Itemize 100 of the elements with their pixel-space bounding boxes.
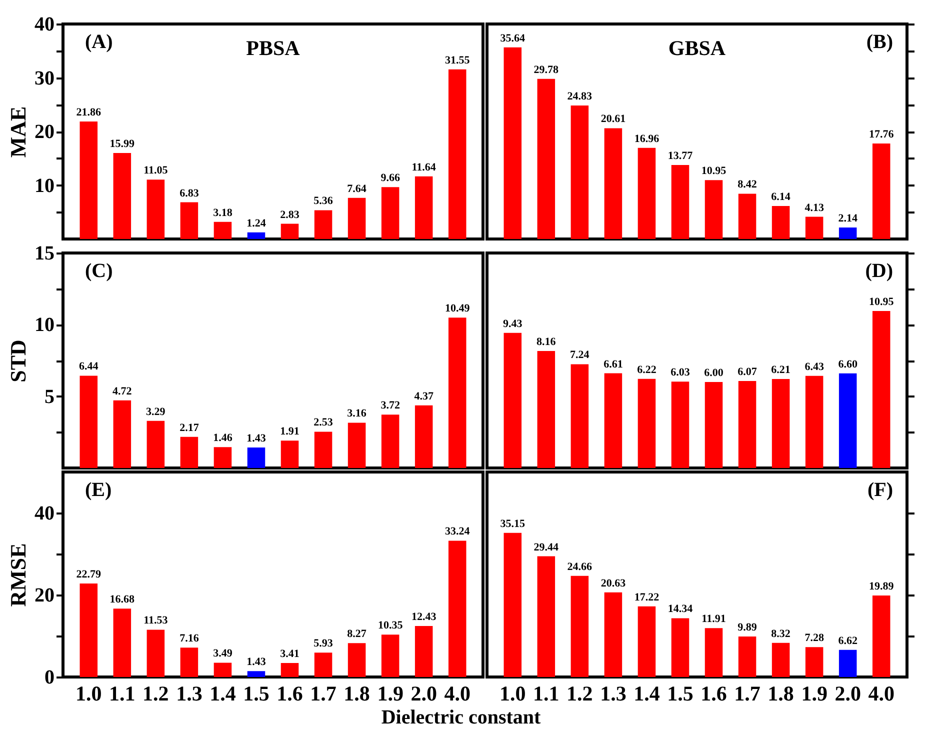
x-tick-label: 1.2: [142, 682, 169, 706]
x-tick-label: 1.3: [600, 682, 626, 706]
x-tick-label: 4.0: [868, 682, 894, 706]
y-tick-label: 10: [34, 314, 54, 336]
x-tick-label: 1.0: [76, 682, 102, 706]
bar: [805, 376, 824, 468]
data-label: 16.68: [110, 594, 136, 606]
y-tick-label: 10: [34, 174, 54, 197]
bar: [381, 634, 400, 677]
data-label: 6.07: [738, 366, 758, 378]
bar: [280, 440, 299, 468]
bar: [280, 224, 299, 239]
data-label: 20.63: [600, 577, 626, 590]
data-label: 3.16: [347, 408, 367, 420]
data-label: 6.00: [704, 367, 724, 379]
data-label: 8.32: [771, 628, 791, 640]
x-tick-label: 1.5: [243, 682, 270, 706]
x-tick-label: 1.0: [500, 682, 526, 706]
annotation: (D): [865, 260, 893, 282]
x-tick-label: 1.5: [667, 682, 694, 706]
x-tick-label: 1.9: [377, 682, 404, 706]
data-label: 6.61: [604, 358, 623, 370]
y-axis-title: STD: [6, 340, 30, 382]
bar: [280, 663, 299, 677]
data-label: 5.36: [314, 195, 334, 208]
bar: [604, 373, 622, 468]
bar: [537, 78, 556, 239]
bar: [738, 380, 756, 468]
data-label: 2.53: [314, 416, 334, 429]
bar: [113, 608, 132, 677]
data-label: 3.49: [213, 648, 233, 660]
data-label: 17.22: [634, 591, 660, 604]
data-label: 22.79: [76, 568, 102, 581]
data-label: 1.46: [213, 432, 233, 444]
data-label: 4.72: [112, 385, 132, 398]
x-tick-label: 2.0: [834, 682, 861, 706]
y-tick-label: 15: [34, 242, 54, 264]
data-label: 6.14: [771, 190, 791, 203]
data-label: 10.35: [378, 620, 404, 632]
bar: [504, 332, 522, 468]
bar: [214, 662, 232, 677]
data-label: 9.43: [503, 318, 523, 330]
text: GBSA: [668, 36, 726, 60]
data-label: 10.95: [868, 296, 894, 308]
bar: [738, 636, 756, 677]
data-label: 5.93: [314, 638, 334, 650]
bar: [805, 647, 824, 677]
bar: [638, 148, 656, 239]
y-tick-label: 20: [34, 584, 54, 606]
data-label: 11.91: [702, 613, 726, 626]
text: PBSA: [246, 36, 301, 60]
annotation: (F): [867, 479, 893, 501]
data-label: 20.61: [600, 113, 626, 126]
bar: [604, 128, 622, 239]
bar: [704, 180, 723, 239]
bar: [381, 414, 400, 468]
data-label: 9.89: [738, 621, 758, 634]
data-label: 29.44: [534, 541, 560, 554]
data-label: 16.96: [634, 132, 660, 145]
data-label: 3.41: [280, 648, 300, 660]
x-tick-label: 1.3: [176, 682, 202, 706]
annotation: (E): [85, 479, 112, 501]
data-label: 10.49: [444, 302, 470, 315]
x-tick-label: 1.9: [801, 682, 828, 706]
data-label: 6.22: [637, 364, 657, 376]
bar: [671, 164, 690, 239]
data-label: 7.64: [347, 182, 367, 195]
data-label: 24.83: [567, 90, 593, 103]
bar: [504, 47, 522, 239]
data-label: 35.64: [500, 32, 526, 44]
data-label: 6.21: [771, 364, 790, 376]
x-tick-label: 1.8: [344, 682, 370, 706]
bar: [80, 376, 98, 468]
bar: [80, 122, 98, 239]
bar: [180, 202, 198, 239]
data-label: 11.05: [144, 164, 168, 177]
data-label: 1.43: [246, 656, 266, 668]
bar: [570, 576, 589, 677]
bar: [838, 228, 857, 239]
bar: [537, 351, 556, 468]
data-label: 2.14: [838, 212, 858, 224]
data-label: 1.91: [280, 426, 300, 438]
x-tick-label: 1.1: [109, 682, 136, 706]
bar: [872, 311, 890, 468]
bar: [704, 628, 723, 677]
data-label: 4.13: [804, 202, 824, 214]
bar: [671, 618, 690, 677]
x-tick-label: 1.7: [310, 682, 336, 706]
bar: [214, 222, 232, 239]
bar: [772, 642, 790, 677]
x-tick-label: 1.4: [210, 682, 236, 706]
y-tick-label: 0: [44, 666, 54, 688]
y-tick-label: 40: [34, 502, 54, 524]
data-label: 31.55: [444, 54, 470, 66]
bar: [872, 595, 890, 677]
bar: [638, 378, 656, 468]
data-label: 1.24: [246, 217, 266, 230]
bar: [146, 180, 165, 239]
bar: [704, 382, 723, 468]
bar: [448, 69, 466, 239]
